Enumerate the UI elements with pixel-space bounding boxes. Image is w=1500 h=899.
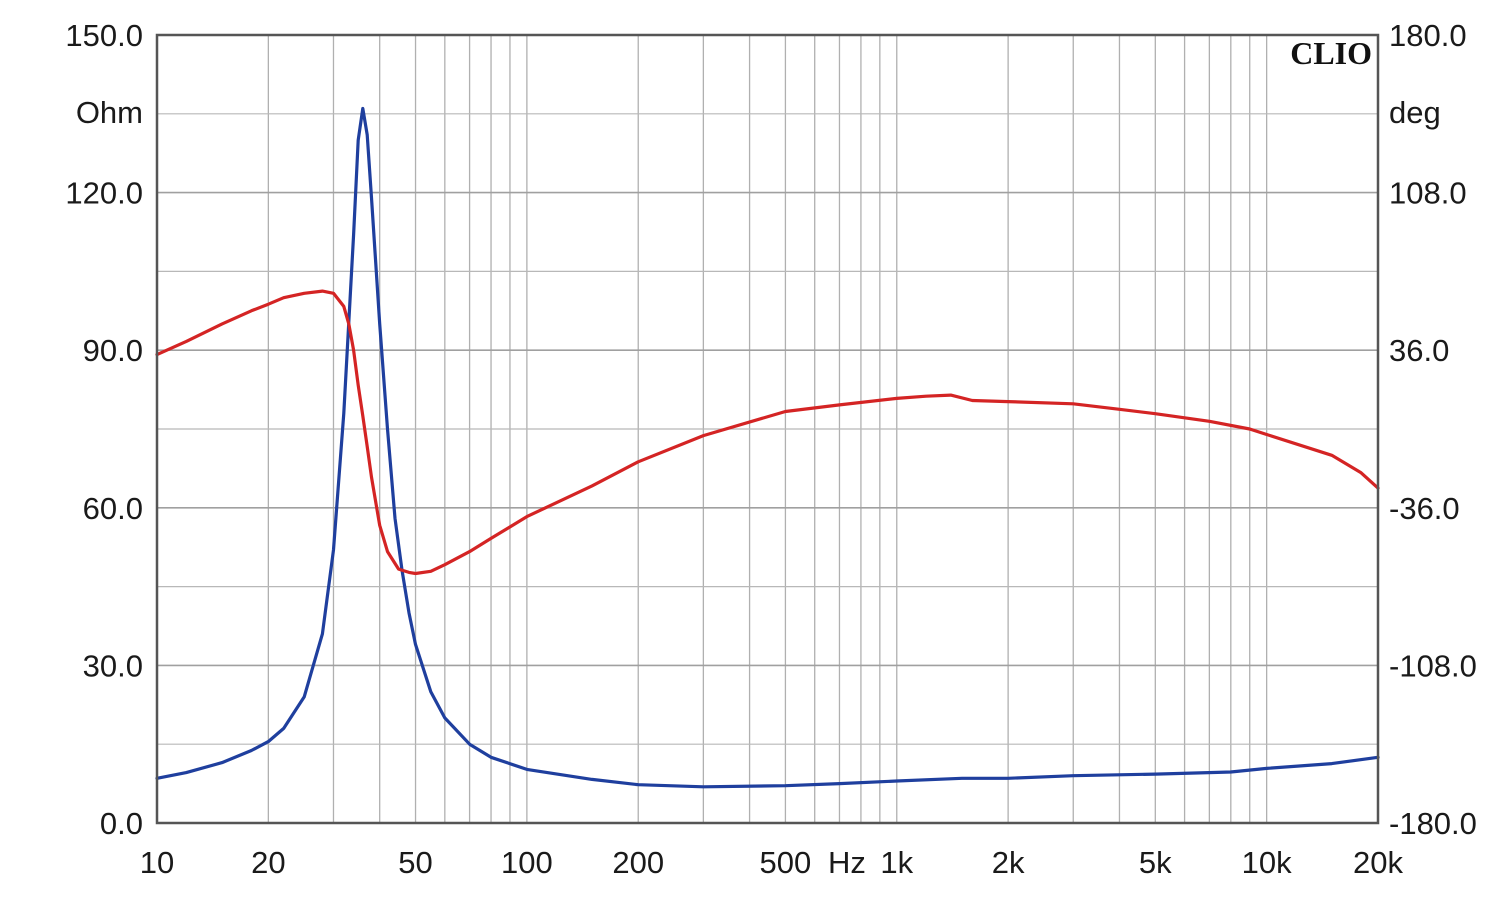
right-y-tick-labels: -180.0 -108.0 -36.0 36.0 108.0 180.0	[1389, 18, 1477, 841]
right-y-tick-label: 180.0	[1389, 18, 1467, 53]
x-tick-label: 10k	[1242, 845, 1292, 880]
x-tick-labels: 10 20 50 100 200 500 1k 2k 5k 10k 20k	[140, 845, 1404, 880]
left-y-tick-label: 120.0	[65, 176, 143, 211]
clio-brand-label: CLIO	[1290, 35, 1372, 71]
right-y-tick-label: -36.0	[1389, 491, 1460, 526]
right-y-tick-label: -108.0	[1389, 648, 1477, 683]
series-layer	[155, 106, 1380, 789]
x-tick-label: 10	[140, 845, 174, 880]
right-y-unit-label: deg	[1389, 95, 1441, 130]
x-tick-label: 500	[760, 845, 812, 880]
left-y-tick-labels: 0.0 30.0 60.0 90.0 120.0 150.0	[65, 18, 143, 841]
x-tick-label: 1k	[880, 845, 913, 880]
x-unit-label: Hz	[828, 845, 866, 880]
right-y-tick-label: -180.0	[1389, 806, 1477, 841]
left-y-tick-label: 30.0	[83, 648, 143, 683]
x-tick-label: 20k	[1353, 845, 1403, 880]
right-y-tick-label: 36.0	[1389, 333, 1449, 368]
plot-frame	[155, 33, 1380, 825]
major-grid	[157, 34, 1378, 824]
left-y-tick-label: 150.0	[65, 18, 143, 53]
x-tick-label: 200	[612, 845, 664, 880]
impedance-series-line	[155, 106, 1380, 789]
x-tick-label: 50	[398, 845, 432, 880]
x-tick-label: 100	[501, 845, 553, 880]
phase-series-line	[155, 289, 1380, 576]
left-y-tick-label: 90.0	[83, 333, 143, 368]
x-tick-label: 20	[251, 845, 285, 880]
x-tick-label: 2k	[992, 845, 1025, 880]
right-y-tick-label: 108.0	[1389, 176, 1467, 211]
left-y-tick-label: 0.0	[100, 806, 143, 841]
left-y-unit-label: Ohm	[76, 95, 143, 130]
left-y-tick-label: 60.0	[83, 491, 143, 526]
x-tick-label: 5k	[1139, 845, 1172, 880]
